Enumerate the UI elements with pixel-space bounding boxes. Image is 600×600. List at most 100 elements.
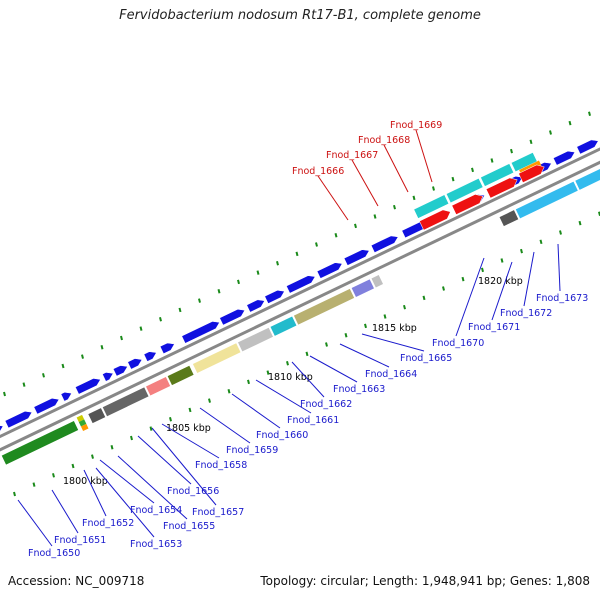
gene-label: Fnod_1666 [292, 166, 344, 177]
leader-line [99, 459, 155, 504]
tick-mark [256, 270, 260, 275]
forward-gene [343, 249, 370, 266]
leader-line [17, 499, 53, 547]
tick-mark [295, 251, 299, 257]
tick-mark [344, 332, 348, 338]
tick-mark [237, 279, 240, 285]
forward-gene [552, 150, 576, 166]
gene-label: Fnod_1653 [130, 539, 182, 550]
tick-mark [364, 323, 367, 329]
tick-mark [412, 195, 416, 201]
gene-label: Fnod_1654 [130, 505, 182, 516]
forward-gene [316, 262, 343, 279]
backbone-upper [0, 126, 600, 450]
tick-mark [325, 342, 328, 347]
tick-mark [81, 354, 84, 359]
leader-line [231, 393, 281, 429]
tick-mark [139, 326, 143, 331]
tick-mark [490, 158, 494, 163]
gene-label: Fnod_1673 [536, 293, 588, 304]
tick-mark [276, 260, 279, 266]
scale-label-1815: 1815 kbp [372, 323, 417, 334]
leader-line [255, 379, 312, 414]
genome-summary: Topology: circular; Length: 1,948,941 bp… [260, 574, 590, 588]
gene-label: Fnod_1652 [82, 518, 134, 529]
leader-line [117, 455, 188, 520]
tick-mark [432, 186, 435, 191]
gene-label: Fnod_1655 [163, 521, 215, 532]
tick-mark [208, 398, 211, 403]
forward-gene [33, 398, 60, 415]
leader-line [351, 159, 379, 207]
gene-label: Fnod_1650 [28, 548, 80, 559]
tick-mark [159, 317, 162, 322]
forward-gene [60, 391, 73, 402]
gene-label: Fnod_1651 [54, 535, 106, 546]
tick-track-upper [3, 111, 591, 397]
leader-line [199, 407, 251, 444]
tick-mark [305, 351, 309, 357]
forward-gene [181, 321, 220, 344]
leader-line [383, 144, 409, 193]
gene-label: Fnod_1656 [167, 486, 219, 497]
tick-mark [315, 242, 318, 247]
gene-label: Fnod_1659 [226, 445, 278, 456]
tick-mark [198, 298, 201, 303]
tick-mark [559, 230, 562, 235]
tick-mark [120, 335, 123, 341]
tick-mark [549, 130, 552, 135]
forward-gene [127, 358, 143, 370]
leader-line [51, 489, 79, 534]
forward-gene [219, 309, 246, 326]
forward-gene [112, 365, 128, 377]
gene-label: Fnod_1667 [326, 150, 378, 161]
tick-mark [22, 382, 26, 387]
tick-mark [510, 148, 513, 154]
forward-gene [143, 351, 157, 362]
backbone-lower [0, 137, 600, 461]
leader-line [83, 469, 107, 517]
tick-mark [71, 463, 75, 469]
tick-mark [393, 204, 396, 210]
forward-gene [4, 411, 33, 429]
forward-gene [0, 424, 4, 441]
scale-label-1800: 1800 kbp [63, 476, 108, 487]
leader-line [491, 261, 513, 321]
tick-mark [500, 258, 504, 263]
tick-mark [110, 445, 114, 450]
tick-mark [32, 482, 36, 487]
tick-mark [42, 373, 45, 378]
forward-gene [75, 378, 101, 395]
gene-label: Fnod_1662 [300, 399, 352, 410]
gene-label: Fnod_1665 [400, 353, 452, 364]
gene-label: Fnod_1671 [468, 322, 520, 333]
tick-mark [188, 407, 192, 413]
tick-mark [354, 223, 357, 229]
tick-mark [169, 417, 172, 422]
gene-label: Fnod_1669 [390, 120, 442, 131]
leader-line [455, 257, 485, 337]
gene-label: Fnod_1664 [365, 369, 417, 380]
leader-line [95, 467, 155, 538]
leader-line [317, 175, 349, 221]
leader-line [339, 343, 390, 368]
accession-text: Accession: NC_009718 [8, 574, 145, 588]
gene-label: Fnod_1658 [195, 460, 247, 471]
tick-mark [588, 111, 591, 117]
leader-line [523, 251, 535, 307]
forward-gene [264, 290, 285, 304]
cog-bars [1, 274, 384, 465]
tick-mark [383, 314, 387, 319]
leader-line [361, 333, 425, 352]
tick-mark [334, 232, 338, 238]
forward-gene [102, 372, 114, 382]
gene-label: Fnod_1661 [287, 415, 339, 426]
leader-line [291, 361, 325, 398]
tick-mark [481, 267, 484, 273]
tick-mark [568, 120, 572, 126]
forward-gene [370, 235, 399, 253]
tick-mark [442, 286, 445, 291]
tick-mark [247, 379, 250, 385]
forward-gene [576, 139, 599, 155]
